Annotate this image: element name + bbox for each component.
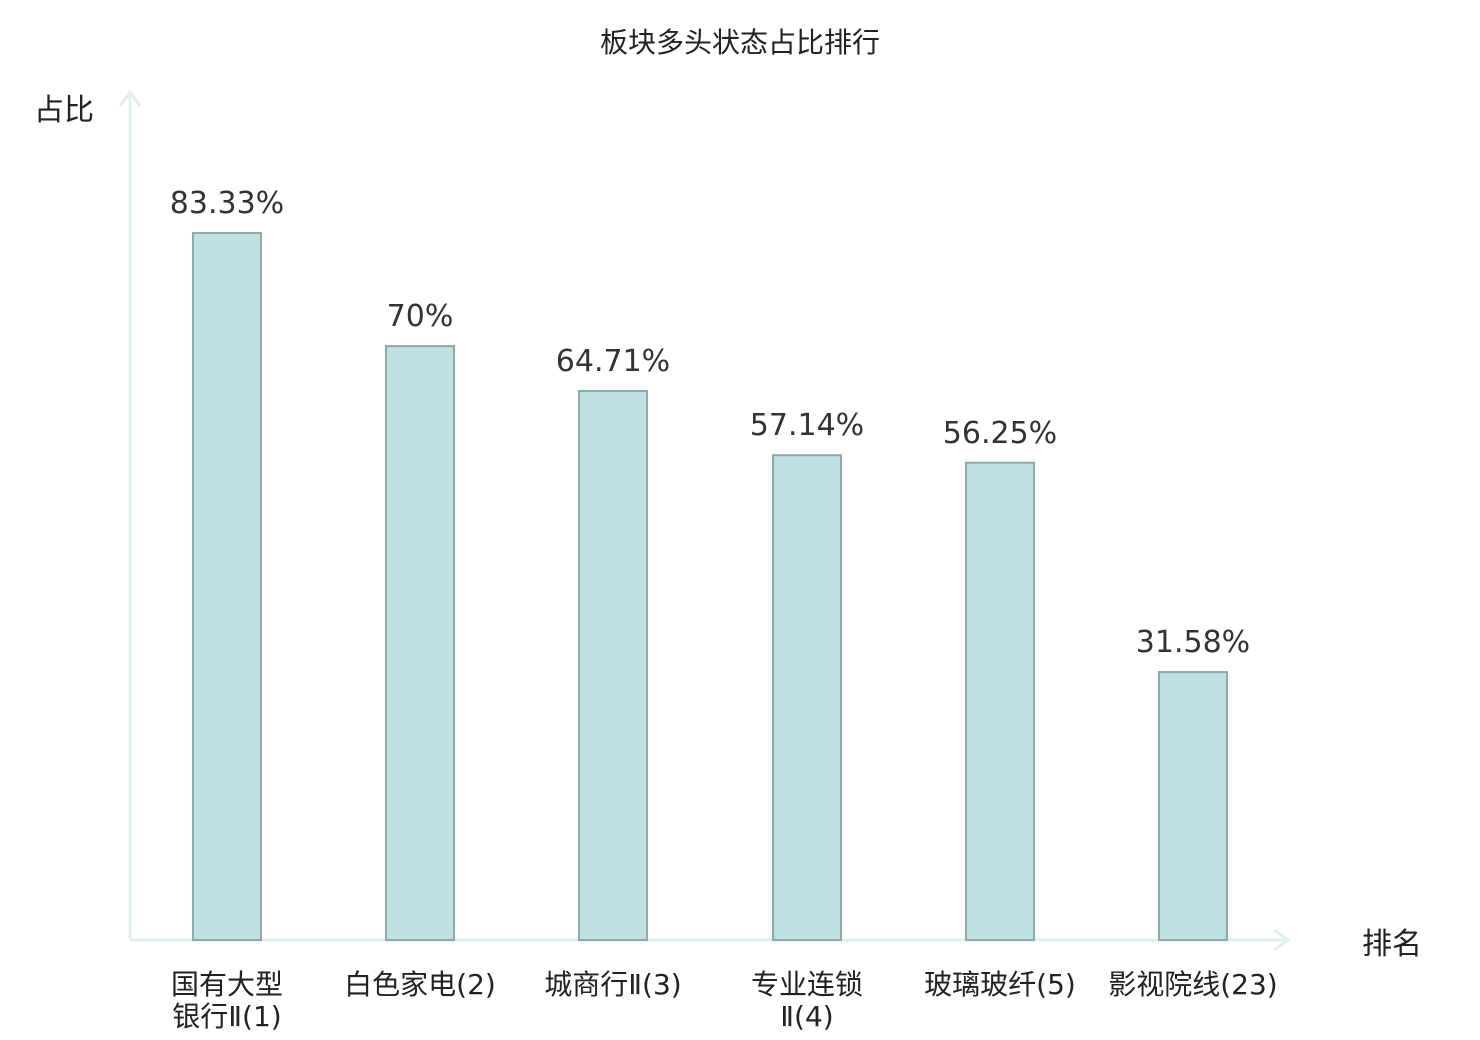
- bar-5: [965, 461, 1035, 941]
- bar-2: [385, 345, 455, 941]
- chart-title: 板块多头状态占比排行: [600, 26, 880, 59]
- y-axis-arrow: [118, 89, 142, 107]
- x-axis-arrow: [1273, 928, 1291, 952]
- bar-4: [772, 454, 842, 941]
- bar-3: [578, 389, 648, 941]
- category-label-5: 玻璃玻纤(5): [924, 968, 1076, 1001]
- category-label-1: 国有大型银行Ⅱ(1): [171, 968, 283, 1033]
- category-label-3: 城商行Ⅱ(3): [544, 968, 681, 1001]
- value-label-3: 64.71%: [556, 344, 670, 379]
- x-axis-label: 排名: [1362, 927, 1422, 962]
- category-label-2: 白色家电(2): [344, 968, 496, 1001]
- value-label-1: 83.33%: [170, 186, 284, 221]
- y-axis-label: 占比: [34, 93, 94, 128]
- bar-6: [1158, 671, 1228, 941]
- axes: [118, 89, 1291, 952]
- value-label-2: 70%: [387, 299, 454, 334]
- category-labels-group: 国有大型银行Ⅱ(1) 白色家电(2) 城商行Ⅱ(3) 专业连锁 Ⅱ(4) 玻璃玻纤(5) 影…: [171, 968, 1278, 1033]
- bars-group: [192, 232, 1228, 941]
- category-label-6: 影视院线(23): [1108, 968, 1277, 1001]
- value-label-6: 31.58%: [1136, 625, 1250, 660]
- value-labels-group: 83.33% 70% 64.71% 57.14% 56.25% 31.58%: [170, 186, 1250, 660]
- category-label-4: 专业连锁 Ⅱ(4): [751, 968, 863, 1033]
- bar-1: [192, 232, 262, 941]
- value-label-4: 57.14%: [750, 408, 864, 443]
- value-label-5: 56.25%: [943, 416, 1057, 451]
